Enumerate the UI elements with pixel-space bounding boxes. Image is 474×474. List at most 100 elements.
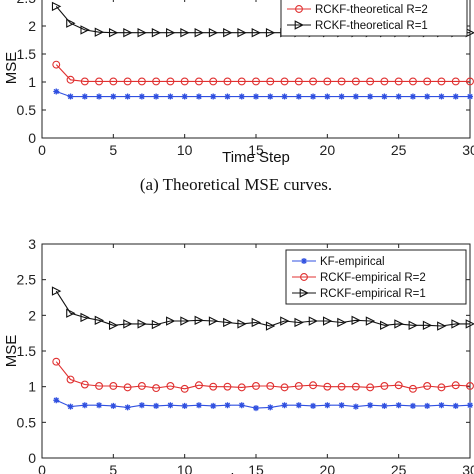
data-point [310,402,317,409]
x-tick-label: 5 [109,462,117,474]
series-2 [52,60,474,86]
data-point [281,93,288,100]
legend-box [280,0,468,37]
data-point [324,402,331,409]
data-point [166,28,176,38]
data-point [109,77,118,86]
data-point [51,286,62,296]
data-point [280,77,289,86]
y-axis-label: MSE [3,335,20,368]
data-point [352,93,359,100]
data-point [352,403,359,410]
data-point [295,93,302,100]
data-point [337,317,347,328]
data-point [323,382,332,391]
x-tick-label: 25 [391,462,407,474]
data-point [66,75,75,84]
data-point [367,93,374,100]
series-1 [53,88,473,100]
data-point [409,402,416,409]
x-tick-label: 0 [38,462,46,474]
data-point [294,317,304,328]
data-point [53,88,60,95]
data-point [251,317,262,328]
data-point [153,93,160,100]
data-point [395,93,402,100]
x-tick-label: 15 [248,462,264,474]
data-point [95,77,104,86]
data-point [437,321,447,331]
data-point [408,77,417,86]
data-point [95,382,104,390]
data-point [451,381,460,390]
data-point [323,77,332,86]
data-point [265,28,276,38]
data-point [151,28,162,38]
data-point [337,77,346,86]
data-point [167,93,174,100]
data-point [53,397,60,404]
data-point [294,382,303,390]
data-point [152,384,161,393]
x-tick-label: 30 [462,142,474,158]
data-point [437,383,446,392]
data-point [237,383,246,392]
legend-marker [300,273,308,281]
legend: KF-empirical RCKF-empirical R=2 RCKF-empir… [285,249,467,305]
x-tick-label: 0 [38,142,46,158]
data-point [194,381,203,390]
data-point [366,77,375,86]
data-point [52,60,61,69]
data-point [423,382,432,390]
data-point [137,77,146,86]
data-point [265,321,276,331]
data-point [80,312,90,323]
data-point [108,28,119,38]
data-point [467,402,473,409]
data-point [110,402,117,409]
series-3 [51,286,474,331]
data-point [223,317,233,328]
data-point [267,93,274,100]
x-axis-label: Time Step [222,149,290,166]
data-point [408,384,417,393]
data-point [365,316,376,326]
data-point [294,77,303,86]
x-tick-label: 20 [320,462,336,474]
y-tick-label: 2 [28,307,36,323]
x-tick-label: 30 [462,462,474,474]
data-point [96,402,103,409]
legend-entry: RCKF-theoretical R=1 [315,20,428,32]
data-point [123,383,132,392]
data-point [195,402,202,409]
series-line [55,64,470,82]
y-tick-label: 1 [28,379,36,395]
series-1 [53,397,473,412]
legend-entry: RCKF-theoretical R=2 [315,4,428,16]
data-point [381,93,388,100]
data-point [237,77,246,86]
legend-entry: RCKF-empirical R=1 [320,288,426,300]
data-point [208,28,219,38]
data-point [295,402,302,409]
y-tick-label: 2.5 [17,272,37,288]
data-point [224,402,231,409]
data-point [167,402,174,409]
data-point [451,77,460,86]
figure-caption: (a) Theoretical MSE curves. [140,175,332,194]
data-point [223,28,233,38]
x-tick-label: 15 [248,142,264,158]
y-tick-label: 2.5 [17,0,37,6]
data-point [466,77,474,86]
data-point [66,375,75,384]
x-axis-label: Time Step [222,471,290,474]
data-point [66,18,76,28]
y-tick-label: 0 [28,450,36,466]
data-point [451,319,461,329]
data-point [338,93,345,100]
x-tick-label: 20 [320,142,336,158]
data-point [80,380,89,389]
data-point [124,93,131,100]
data-point [423,77,432,86]
data-point [166,316,176,326]
